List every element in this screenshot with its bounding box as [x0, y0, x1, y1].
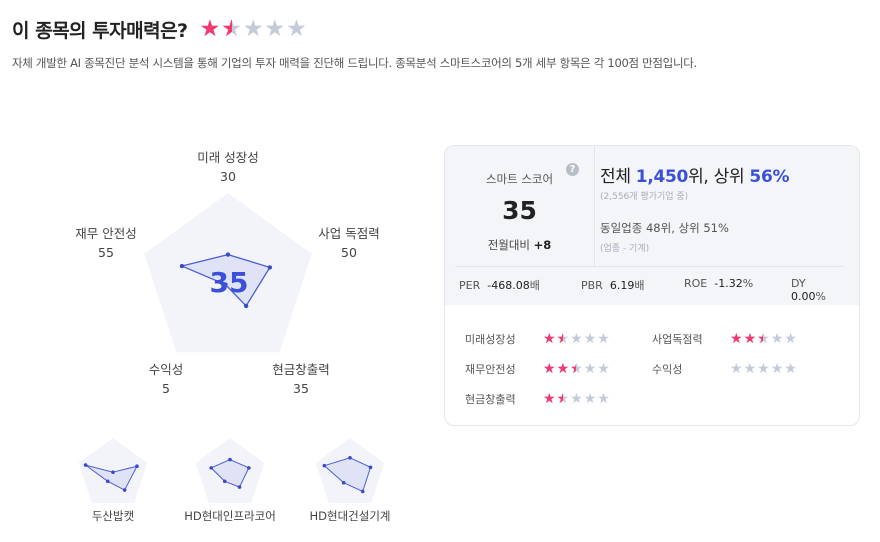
rating-row: 수익성 ★ ★ ★ ★ ★ — [652, 361, 797, 377]
axis-label-cash: 현금창출력 35 — [272, 362, 330, 396]
star-icon: ★ — [242, 16, 264, 42]
star-icon: ★★ — [543, 331, 556, 347]
radar-point — [243, 303, 249, 309]
month-change: 전월대비 +8 — [487, 238, 552, 252]
star-icon: ★ — [784, 331, 797, 347]
axis-label-future: 미래 성장성 30 — [197, 150, 259, 184]
star-icon: ★★ — [730, 331, 743, 347]
radar-point — [111, 470, 115, 475]
star-icon: ★ — [784, 361, 797, 377]
divider — [455, 266, 844, 267]
star-icon: ★★ — [556, 361, 570, 377]
radar-point — [83, 463, 88, 467]
star-icon: ★ — [264, 16, 286, 42]
star-icon: ★ — [730, 361, 743, 377]
radar-point — [267, 265, 273, 270]
radar-area — [323, 457, 372, 493]
header: 이 종목의 투자매력은? ★★★★★★★ — [12, 16, 307, 43]
radar-area — [85, 464, 138, 491]
radar-point — [223, 282, 228, 287]
star-icon: ★ — [597, 361, 610, 377]
radar-point — [135, 464, 139, 469]
peer-item[interactable]: HD현대건설기계 — [309, 509, 391, 523]
radar-point — [228, 457, 232, 462]
radar-background — [315, 438, 385, 504]
star-icon: ★ — [770, 331, 784, 347]
star-icon: ★★ — [543, 391, 556, 407]
axis-label-monopoly: 사업 독점력 50 — [318, 226, 380, 260]
rating-row: 재무안전성★★★★★★★★ — [465, 361, 610, 377]
peer-item[interactable]: 두산밥캣 — [91, 509, 135, 523]
rating-row: 현금창출력★★★★★★★ — [465, 391, 610, 407]
star-icon: ★ — [743, 361, 757, 377]
radar-point — [105, 479, 110, 484]
star-icon: ★★ — [556, 331, 570, 347]
star-icon: ★ — [757, 361, 770, 377]
radar-point — [322, 463, 327, 468]
smart-score-value: 35 — [502, 196, 537, 225]
star-icon: ★★ — [570, 361, 583, 377]
radar-background — [144, 193, 312, 353]
rank-info: 전체 1,450위, 상위 56% (2,556개 평가기업 중) 동일업종 4… — [600, 167, 790, 254]
radar-score: 35 — [210, 266, 249, 299]
help-icon[interactable]: ? — [566, 163, 579, 176]
star-icon: ★ — [583, 391, 597, 407]
star-icon: ★★ — [757, 331, 770, 347]
radar-point — [209, 466, 213, 470]
radar-point — [368, 465, 373, 470]
radar-point — [237, 485, 242, 489]
star-icon: ★★ — [199, 16, 221, 42]
star-icon: ★★ — [543, 361, 556, 377]
axis-label-stability: 재무 안전성 55 — [75, 226, 137, 260]
smart-score: 스마트 스코어 35 전월대비 +8 — [445, 146, 595, 266]
description: 자체 개발한 AI 종목진단 분석 시스템을 통해 기업의 투자 매력을 진단해… — [12, 56, 697, 70]
radar-point — [122, 488, 127, 492]
radar-background — [195, 438, 265, 504]
radar-point — [179, 263, 185, 269]
radar-area — [179, 253, 271, 307]
star-icon: ★ — [570, 331, 583, 347]
star-icon: ★★ — [743, 331, 757, 347]
smart-score-label: 스마트 스코어 — [485, 172, 554, 186]
smart-score-card: 스마트 스코어 35 전월대비 +8 ? 전체 1,450위, 상위 56% (… — [444, 145, 860, 426]
radar-point — [341, 480, 346, 485]
rating-row: 미래성장성★★★★★★★ — [465, 331, 610, 347]
rating-stars: ★★★★★★★ — [200, 18, 307, 41]
star-icon: ★★ — [556, 391, 570, 407]
star-icon: ★ — [597, 331, 610, 347]
radar-point — [348, 456, 352, 460]
radar-point — [360, 489, 365, 494]
star-icon: ★ — [570, 391, 583, 407]
page-title: 이 종목의 투자매력은? — [12, 20, 188, 42]
star-icon: ★★ — [221, 16, 242, 42]
peer-item[interactable]: HD현대인프라코어 — [184, 509, 276, 523]
axis-label-profit: 수익성 5 — [148, 362, 184, 396]
star-icon: ★ — [583, 331, 597, 347]
star-icon: ★ — [583, 361, 597, 377]
star-icon: ★ — [770, 361, 784, 377]
radar-point — [247, 466, 251, 470]
radar-point — [222, 479, 227, 484]
star-icon: ★ — [597, 391, 610, 407]
rating-row: 사업독점력★★★★★★★★ — [652, 331, 797, 347]
star-icon: ★ — [286, 16, 307, 42]
radar-point — [225, 252, 231, 257]
radar-area — [210, 459, 250, 488]
